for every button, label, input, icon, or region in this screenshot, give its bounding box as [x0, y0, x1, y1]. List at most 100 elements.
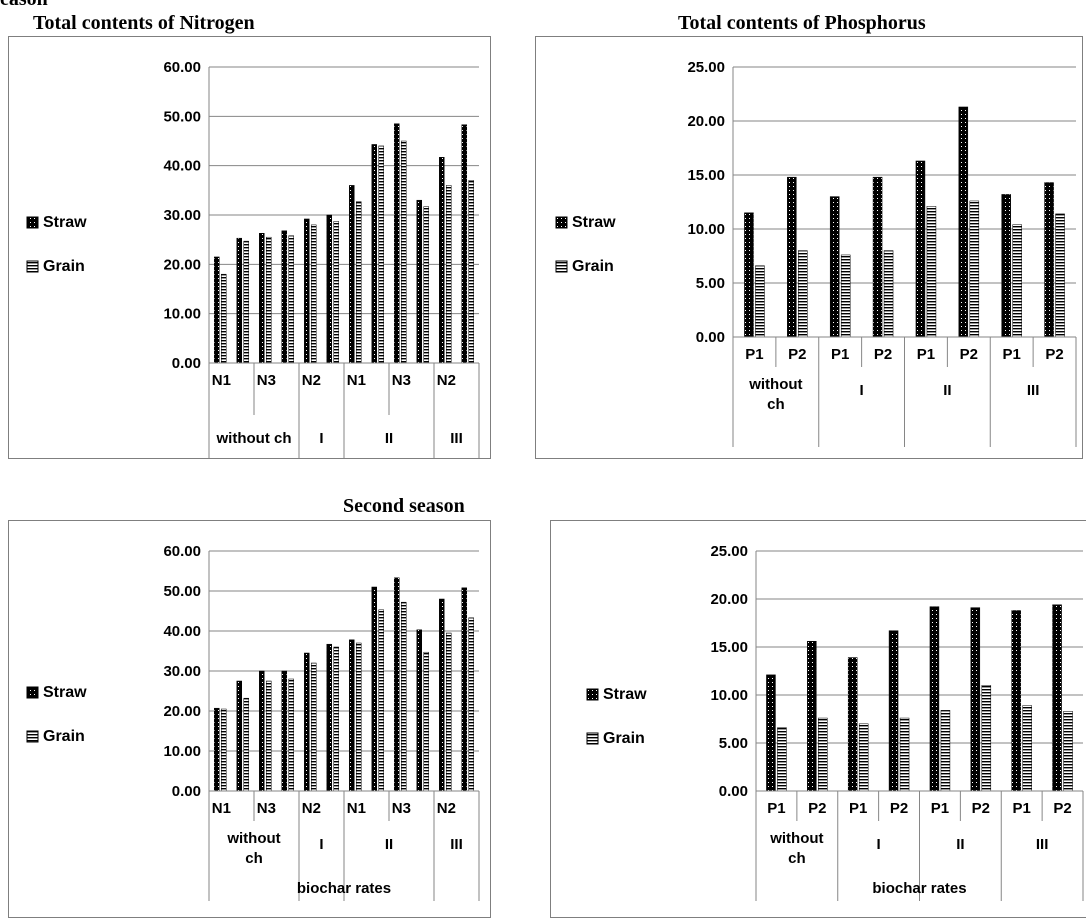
- group-label: II: [943, 382, 951, 399]
- bar-grain: [818, 717, 828, 792]
- bar-grain: [1022, 705, 1032, 792]
- second-season-title: Second season: [343, 495, 465, 517]
- bar-grain: [221, 273, 227, 364]
- chart-panel-phosphorus-1: 0.00 5.00 10.00 15.00 20.00 25.00 P1 P2 P1 P2 P1 P2…: [535, 36, 1083, 459]
- bar-straw: [872, 176, 883, 338]
- bar-straw: [281, 230, 287, 364]
- bar-grain: [356, 642, 362, 792]
- group-label: III: [1027, 382, 1040, 399]
- x-tick-label: P2: [874, 346, 892, 363]
- y-tick-label: 0.00: [719, 783, 748, 800]
- bar-straw: [970, 607, 981, 792]
- y-tick-label: 50.00: [163, 108, 201, 125]
- group-label: II: [385, 430, 393, 447]
- bar-straw: [958, 106, 969, 338]
- group-label: I: [319, 836, 323, 853]
- bar-grain: [333, 221, 339, 364]
- bar-grain: [899, 717, 910, 792]
- y-tick-label: 10.00: [163, 306, 201, 323]
- bar-straw: [326, 643, 332, 792]
- x-tick-label: N1: [347, 372, 366, 389]
- nitrogen-title: Total contents of Nitrogen: [33, 12, 255, 34]
- bar-straw: [236, 237, 243, 364]
- legend-swatch-straw: [555, 216, 568, 229]
- bar-grain: [1012, 224, 1022, 338]
- x-tick-label: P2: [890, 800, 908, 817]
- chart-panel-nitrogen-1: 0.00 10.00 20.00 30.00 40.00 50.00 60.00 N1 N3 N2…: [8, 36, 491, 461]
- x-tick-label: N3: [392, 372, 411, 389]
- legend-label: Grain: [603, 730, 645, 747]
- bar-straw: [461, 124, 467, 364]
- y-tick-label: 40.00: [163, 623, 201, 640]
- bar-grain: [940, 710, 951, 792]
- bar-straw: [1001, 194, 1011, 338]
- bar-grain: [266, 680, 272, 792]
- group-label: II: [956, 836, 964, 853]
- bar-straw: [259, 233, 265, 364]
- y-tick-label: 60.00: [163, 59, 201, 76]
- bar-straw: [304, 218, 310, 364]
- group-label: without ch: [748, 376, 802, 413]
- bar-straw: [416, 629, 422, 792]
- y-tick-label: 20.00: [163, 256, 201, 273]
- bar-grain: [798, 250, 808, 338]
- y-tick-label: 20.00: [687, 113, 725, 130]
- y-tick-label: 20.00: [710, 591, 748, 608]
- bar-straw: [281, 670, 287, 792]
- x-tick-label: P1: [1013, 800, 1031, 817]
- x-tick-label: P2: [788, 346, 806, 363]
- y-tick-label: 0.00: [696, 329, 725, 346]
- group-label: without ch: [226, 830, 280, 867]
- bar-grain: [468, 180, 474, 364]
- bar-straw: [766, 674, 776, 792]
- x-tick-label: N1: [212, 372, 231, 389]
- bar-grain: [378, 145, 384, 364]
- x-axis-label: biochar rates: [297, 880, 391, 897]
- bar-straw: [1011, 610, 1021, 792]
- bar-grain: [883, 250, 894, 338]
- bar-straw: [888, 630, 899, 792]
- bar-straw: [371, 586, 377, 792]
- x-tick-label: N3: [392, 800, 411, 817]
- y-tick-label: 15.00: [710, 639, 748, 656]
- group-label: III: [1036, 836, 1049, 853]
- x-tick-label: N2: [437, 800, 456, 817]
- phosphorus-title: Total contents of Phosphorus: [678, 12, 926, 34]
- legend-label: Grain: [572, 258, 614, 275]
- bar-straw: [1052, 604, 1062, 792]
- x-tick-label: N3: [257, 800, 276, 817]
- bar-grain: [858, 723, 869, 792]
- x-tick-label: P1: [1003, 346, 1021, 363]
- bar-grain: [311, 224, 317, 364]
- bar-grain: [981, 685, 992, 792]
- x-tick-label: P1: [831, 346, 849, 363]
- legend-label: Grain: [43, 728, 85, 745]
- x-tick-label: P1: [849, 800, 867, 817]
- x-tick-label: P2: [972, 800, 990, 817]
- bar-grain: [221, 708, 227, 792]
- bar-straw: [744, 212, 754, 338]
- legend-label: Grain: [43, 258, 85, 275]
- y-tick-label: 20.00: [163, 703, 201, 720]
- group-label: III: [450, 430, 463, 447]
- bar-straw: [461, 587, 467, 792]
- bar-straw: [259, 670, 265, 792]
- x-tick-label: N1: [212, 800, 231, 817]
- bar-straw: [439, 157, 445, 364]
- y-tick-label: 15.00: [687, 167, 725, 184]
- bar-straw: [236, 680, 243, 792]
- bar-grain: [1063, 711, 1073, 792]
- y-tick-label: 30.00: [163, 663, 201, 680]
- x-tick-label: N1: [347, 800, 366, 817]
- x-tick-label: N3: [257, 372, 276, 389]
- bar-straw: [439, 598, 445, 792]
- y-tick-label: 30.00: [163, 207, 201, 224]
- x-axis-label: biochar rates: [872, 880, 966, 897]
- x-tick-label: P2: [960, 346, 978, 363]
- bar-grain: [969, 200, 980, 338]
- x-tick-label: N2: [437, 372, 456, 389]
- bar-grain: [288, 235, 294, 364]
- bar-grain: [266, 236, 272, 364]
- legend-swatch-grain: [26, 730, 39, 743]
- bar-grain: [356, 201, 362, 364]
